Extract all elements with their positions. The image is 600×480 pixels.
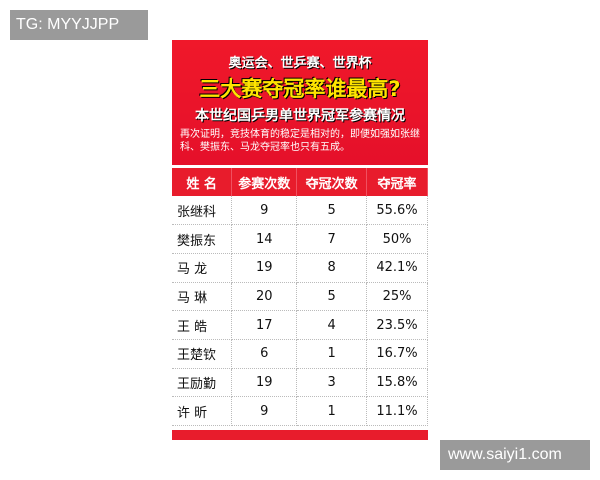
- poster-subtitle: 本世纪国乒男单世界冠军参赛情况: [195, 108, 405, 124]
- cell-rate: 50%: [366, 224, 428, 254]
- cell-rate: 25%: [366, 282, 428, 312]
- cell-rate: 42.1%: [366, 253, 428, 283]
- cell-titles: 4: [296, 310, 368, 340]
- cell-name: 马 龙: [172, 253, 233, 283]
- cell-entries: 14: [231, 224, 298, 254]
- cell-titles: 8: [296, 253, 368, 283]
- cell-rate: 16.7%: [366, 339, 428, 369]
- cell-titles: 5: [296, 282, 368, 312]
- cell-entries: 20: [231, 282, 298, 312]
- poster: 奥运会、世乒赛、世界杯 三大赛夺冠率谁最高? 本世纪国乒男单世界冠军参赛情况 再…: [172, 40, 428, 440]
- cell-name: 王励勤: [172, 368, 233, 398]
- table-header-row: 姓 名 参赛次数 夺冠次数 夺冠率: [172, 168, 428, 196]
- cell-entries: 9: [231, 196, 298, 226]
- header-rate: 夺冠率: [366, 168, 428, 196]
- poster-header: 奥运会、世乒赛、世界杯 三大赛夺冠率谁最高? 本世纪国乒男单世界冠军参赛情况 再…: [172, 40, 428, 165]
- bottom-bar: [172, 430, 428, 440]
- table-row: 王楚钦 6 1 16.7%: [172, 339, 428, 369]
- cell-rate: 55.6%: [366, 196, 428, 226]
- header-entries: 参赛次数: [231, 168, 298, 196]
- cell-name: 马 琳: [172, 282, 233, 312]
- table-row: 马 琳 20 5 25%: [172, 282, 428, 312]
- cell-entries: 17: [231, 310, 298, 340]
- cell-titles: 3: [296, 368, 368, 398]
- watermark-tg: TG: MYYJJPP: [10, 10, 148, 40]
- header-titles: 夺冠次数: [296, 168, 368, 196]
- table-row: 樊振东 14 7 50%: [172, 224, 428, 254]
- cell-entries: 19: [231, 368, 298, 398]
- cell-titles: 1: [296, 396, 368, 426]
- table-row: 马 龙 19 8 42.1%: [172, 253, 428, 283]
- cell-titles: 1: [296, 339, 368, 369]
- poster-title: 三大赛夺冠率谁最高?: [199, 77, 401, 101]
- win-rate-table: 姓 名 参赛次数 夺冠次数 夺冠率 张继科 9 5 55.6% 樊振东 14 7 50% 马 龙…: [172, 168, 428, 426]
- cell-titles: 7: [296, 224, 368, 254]
- table-row: 王 皓 17 4 23.5%: [172, 310, 428, 340]
- table-row: 王励勤 19 3 15.8%: [172, 368, 428, 398]
- cell-entries: 6: [231, 339, 298, 369]
- poster-note: 再次证明，竞技体育的稳定是相对的，即便如强如张继科、樊振东、马龙夺冠率也只有五成…: [180, 129, 420, 153]
- cell-titles: 5: [296, 196, 368, 226]
- cell-name: 王 皓: [172, 310, 233, 340]
- cell-rate: 11.1%: [366, 396, 428, 426]
- cell-name: 樊振东: [172, 224, 233, 254]
- cell-entries: 9: [231, 396, 298, 426]
- cell-entries: 19: [231, 253, 298, 283]
- events-line: 奥运会、世乒赛、世界杯: [228, 56, 372, 71]
- cell-name: 许 昕: [172, 396, 233, 426]
- header-name: 姓 名: [172, 168, 233, 196]
- cell-name: 王楚钦: [172, 339, 233, 369]
- cell-rate: 15.8%: [366, 368, 428, 398]
- cell-name: 张继科: [172, 196, 233, 226]
- cell-rate: 23.5%: [366, 310, 428, 340]
- watermark-site: www.saiyi1.com: [440, 440, 590, 470]
- table-row: 许 昕 9 1 11.1%: [172, 396, 428, 426]
- table-row: 张继科 9 5 55.6%: [172, 196, 428, 226]
